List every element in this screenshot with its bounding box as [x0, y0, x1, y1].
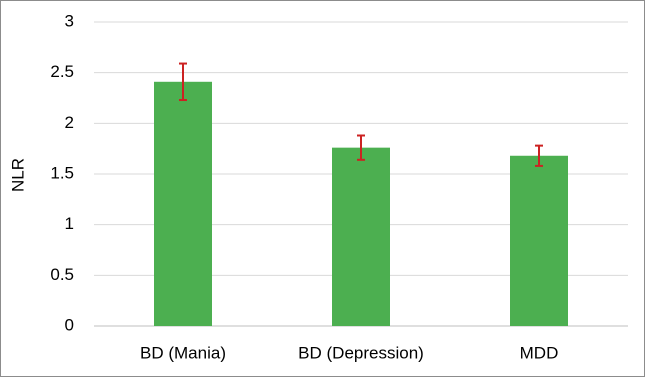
- bar: [154, 81, 212, 326]
- y-axis-title: NLR: [8, 158, 27, 192]
- y-tick-label: 0: [65, 315, 74, 334]
- y-tick-label: 1: [65, 214, 74, 233]
- y-tick-label: 2: [65, 113, 74, 132]
- error-bars: [179, 62, 543, 167]
- error-bar: [357, 134, 365, 161]
- y-tick-label: 1.5: [50, 163, 74, 182]
- error-bar: [179, 62, 187, 102]
- y-tick-label: 3: [65, 11, 74, 30]
- bar: [332, 147, 390, 326]
- bars: [154, 81, 568, 326]
- x-tick-label: BD (Depression): [298, 343, 424, 362]
- y-tick-labels: 0 0.5 1 1.5 2 2.5 3: [50, 11, 74, 334]
- y-tick-label: 2.5: [50, 62, 74, 81]
- error-bar: [535, 144, 543, 167]
- y-tick-label: 0.5: [50, 265, 74, 284]
- bar: [510, 155, 568, 326]
- x-tick-label: BD (Mania): [140, 343, 226, 362]
- x-tick-labels: BD (Mania) BD (Depression) MDD: [140, 343, 558, 362]
- x-tick-label: MDD: [520, 343, 559, 362]
